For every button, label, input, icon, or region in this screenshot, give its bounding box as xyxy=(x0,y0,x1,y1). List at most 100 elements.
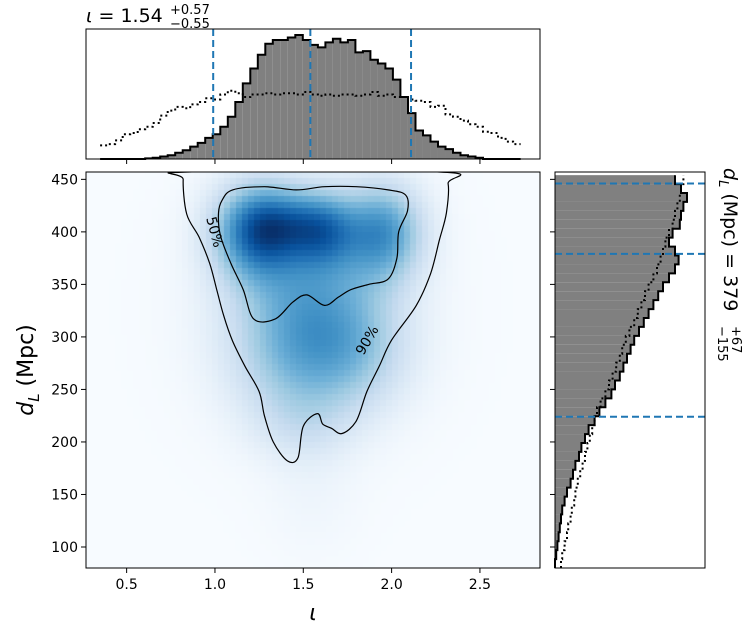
top-hist-bar xyxy=(445,149,453,159)
top-hist-bar xyxy=(377,63,386,159)
right-hist-bar xyxy=(555,451,579,461)
y-axis-label: dL (Mpc) xyxy=(14,324,43,416)
right-hist-bar xyxy=(555,273,669,283)
top-hist-bar xyxy=(362,51,371,160)
top-marginal-prior xyxy=(100,89,521,147)
top-hist-bar xyxy=(392,79,401,159)
top-hist-bar xyxy=(332,38,341,159)
top-hist-bar xyxy=(317,47,326,159)
y-label-var: d xyxy=(14,401,39,416)
right-hist-bar xyxy=(555,469,573,479)
svg-text:dL (Mpc) = 379: dL (Mpc) = 379 xyxy=(715,168,741,311)
y-label-sub: L xyxy=(25,393,43,401)
top-hist-bar xyxy=(430,141,438,159)
top-hist-bar xyxy=(452,152,461,159)
x-axis-label: ι xyxy=(309,601,316,626)
top-hist-bar xyxy=(310,44,318,159)
top-hist-bar xyxy=(370,59,378,159)
right-hist-bar xyxy=(555,407,600,417)
x-tick-label: 1.0 xyxy=(204,577,226,593)
top-hist-bar xyxy=(175,152,183,159)
right-hist-bar xyxy=(555,523,560,533)
right-hist-bar xyxy=(555,219,680,229)
right-hist-bar xyxy=(555,210,681,220)
right-hist-bar xyxy=(555,434,585,444)
top-hist-bar xyxy=(242,83,251,159)
right-hist-bar xyxy=(555,237,669,247)
right-hist-bar xyxy=(555,487,567,497)
right-marginal-ticks xyxy=(550,178,555,548)
top-title-symbol: ι xyxy=(86,5,92,27)
top-hist-bar xyxy=(160,156,168,159)
right-title-var: d xyxy=(719,168,741,181)
right-marginal-title: dL (Mpc) = 379 +67 −155 xyxy=(714,168,743,362)
top-hist-bar xyxy=(340,42,348,159)
right-hist-bar xyxy=(555,541,558,551)
x-tick-label: 2.5 xyxy=(469,577,491,593)
right-marginal-panel xyxy=(550,171,706,569)
top-hist-bar xyxy=(182,150,191,159)
top-hist-bar xyxy=(407,113,416,159)
top-marginal-ticks xyxy=(126,159,481,164)
top-hist-bar xyxy=(235,101,243,159)
top-marginal-histogram xyxy=(100,34,521,160)
right-title-sub: L xyxy=(715,180,730,187)
contour-label-50pct: 50% xyxy=(202,215,226,249)
top-hist-bar xyxy=(272,39,281,159)
top-title-median: 1.54 xyxy=(120,5,162,27)
right-title-lower: −155 xyxy=(714,326,729,362)
right-hist-bar xyxy=(555,184,681,194)
main-y-ticks: 100 150 200 250 300 350 400 450 xyxy=(51,172,86,556)
top-hist-bar xyxy=(197,142,206,159)
right-hist-bar xyxy=(555,282,663,292)
right-hist-bar xyxy=(555,496,565,506)
top-hist-bar xyxy=(265,43,273,159)
top-hist-bar xyxy=(295,35,303,159)
right-marginal-frame xyxy=(554,171,706,569)
y-tick-label: 250 xyxy=(51,382,78,398)
top-marginal-frame xyxy=(85,28,541,160)
right-hist-bar xyxy=(555,460,576,470)
right-title-upper: +67 xyxy=(728,326,743,353)
right-hist-bar xyxy=(555,175,675,185)
top-hist-bar xyxy=(257,54,266,160)
top-hist-bar xyxy=(347,39,356,159)
top-hist-bar xyxy=(460,155,469,159)
y-tick-label: 100 xyxy=(51,540,78,556)
right-marginal-prior xyxy=(560,175,685,568)
contour-50pct xyxy=(217,185,409,323)
main-panel: 0.5 1.0 1.5 2.0 2.5 100 150 200 250 300 350 400 450… xyxy=(51,171,541,593)
right-hist-bar xyxy=(555,416,595,426)
right-hist-bar xyxy=(555,201,684,211)
top-hist-bar xyxy=(400,97,408,159)
right-hist-bar xyxy=(555,532,559,542)
right-marginal-quantile-lines xyxy=(555,182,705,418)
top-hist-bar xyxy=(415,130,423,159)
right-hist-bar xyxy=(555,371,620,381)
right-hist-bar xyxy=(555,398,606,408)
right-hist-outline xyxy=(554,175,688,568)
right-hist-bar xyxy=(555,335,635,345)
y-label-unit: (Mpc) xyxy=(14,324,39,393)
right-hist-bar xyxy=(555,478,571,488)
y-tick-label: 450 xyxy=(51,172,78,188)
top-hist-bar xyxy=(437,146,446,159)
top-hist-bar xyxy=(167,155,176,159)
right-hist-bar xyxy=(555,514,561,524)
top-hist-bar xyxy=(205,137,213,159)
x-tick-label: 0.5 xyxy=(115,577,137,593)
right-hist-bar xyxy=(555,380,615,390)
right-hist-bar xyxy=(555,505,563,515)
y-tick-label: 200 xyxy=(51,435,78,451)
top-hist-bar xyxy=(325,42,333,159)
top-hist-bar xyxy=(468,156,476,159)
x-tick-label: 2.0 xyxy=(380,577,402,593)
top-hist-bar xyxy=(287,37,296,160)
top-hist-bar xyxy=(280,39,288,159)
right-title-median: 379 xyxy=(719,275,741,311)
top-hist-bar xyxy=(302,39,311,159)
right-hist-bar xyxy=(555,318,644,327)
top-title-lower: −0.55 xyxy=(170,17,210,32)
right-hist-bar xyxy=(555,228,673,238)
top-title-equals: = xyxy=(92,5,120,27)
